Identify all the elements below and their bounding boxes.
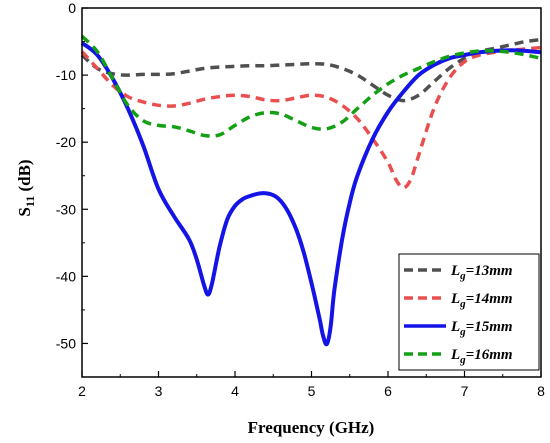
y-axis-title-sub: 11 [23, 196, 37, 207]
y-tick-label: -50 [56, 335, 76, 351]
x-tick-label: 6 [384, 383, 392, 399]
legend-label: Lg=16mm [450, 347, 513, 366]
series-lines [80, 34, 542, 347]
tick-labels: 2 3 4 5 6 7 8 0 -10 -20 -30 -40 -50 [56, 0, 545, 399]
y-tick-label: -40 [56, 268, 76, 284]
legend-label: Lg=13mm [450, 263, 513, 282]
legend-box [398, 253, 540, 371]
y-tick-label: -20 [56, 134, 76, 150]
y-axis-title-main: S [15, 207, 34, 216]
plot-frame [81, 7, 542, 378]
x-tick-label: 5 [308, 383, 316, 399]
x-tick-label: 7 [461, 383, 469, 399]
x-tick-label: 8 [537, 383, 545, 399]
y-tick-label: 0 [68, 0, 76, 16]
x-tick-label: 4 [231, 383, 239, 399]
series-line-15mm [80, 41, 542, 347]
x-axis-title: Frequency (GHz) [248, 418, 375, 437]
series-line-13mm [80, 37, 542, 103]
legend-label: Lg=14mm [450, 291, 513, 310]
y-tick-label: -30 [56, 201, 76, 217]
x-tick-label: 2 [78, 383, 86, 399]
legend-item-lg14: Lg=14mm [404, 291, 513, 310]
y-axis-title-unit: (dB) [15, 159, 34, 195]
series-line-16mm [80, 34, 542, 138]
legend-item-lg13: Lg=13mm [404, 263, 513, 282]
legend-label: Lg=15mm [450, 319, 513, 338]
legend-item-lg16: Lg=16mm [404, 347, 513, 366]
x-tick-label: 3 [155, 383, 163, 399]
series-line-14mm [80, 45, 542, 190]
legend-item-lg15: Lg=15mm [404, 319, 513, 338]
y-axis-title: S11 (dB) [15, 159, 37, 216]
y-tick-label: -10 [56, 67, 76, 83]
legend: Lg=13mm Lg=14mm Lg=15mm Lg=16mm [398, 253, 540, 371]
